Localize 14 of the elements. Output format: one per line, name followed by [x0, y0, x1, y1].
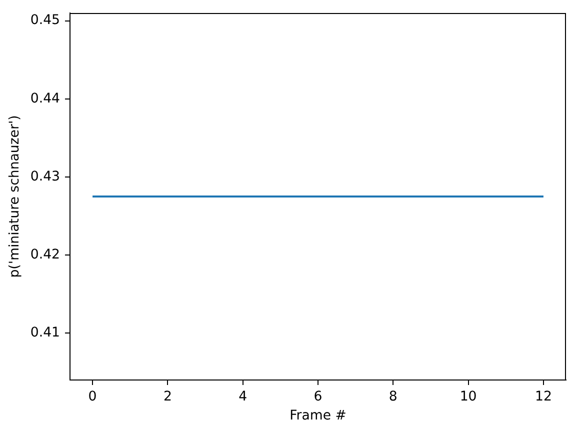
- x-tick-label: 4: [238, 389, 248, 404]
- y-tick-label: 0.42: [30, 248, 60, 263]
- x-tick-label: 2: [163, 389, 172, 404]
- x-tick-label: 0: [88, 389, 97, 404]
- y-axis-title: p('miniature schnauzer'): [7, 115, 22, 278]
- y-tick-label: 0.44: [30, 91, 60, 106]
- y-tick-label: 0.45: [30, 13, 60, 28]
- x-tick-label: 6: [314, 389, 322, 404]
- x-axis-title: Frame #: [290, 408, 346, 424]
- x-tick-label: 8: [388, 389, 398, 404]
- y-tick-label: 0.41: [30, 326, 60, 341]
- x-tick-label: 12: [534, 389, 552, 404]
- x-tick-label: 10: [460, 389, 477, 404]
- y-tick-label: 0.43: [30, 169, 60, 184]
